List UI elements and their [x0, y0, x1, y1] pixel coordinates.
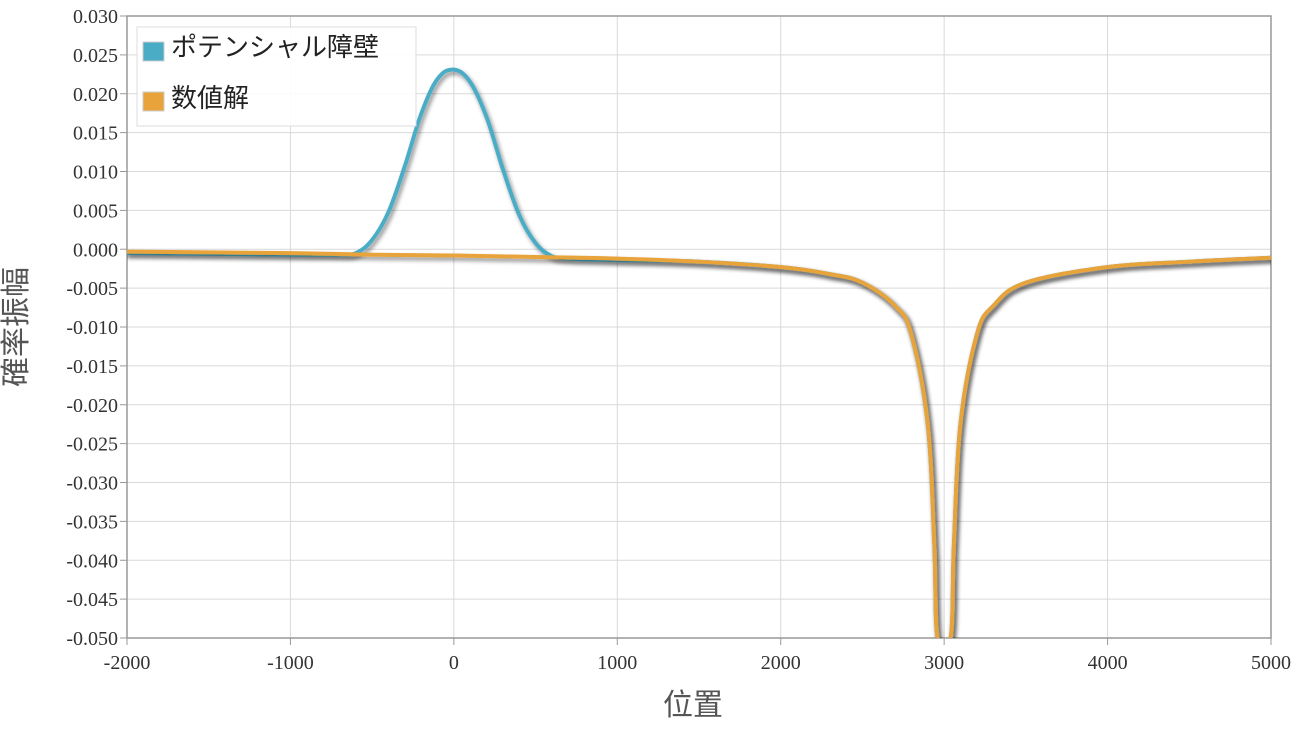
- y-tick-labels: 0.030 0.025 0.020 0.015 0.010 0.005 0.000 -0.00…: [66, 6, 118, 650]
- y-tick-label: -0.010: [66, 317, 118, 339]
- x-tick-label: 0: [449, 652, 459, 674]
- y-tick-label: 0.030: [73, 6, 118, 28]
- x-tick-label: 3000: [924, 652, 964, 674]
- y-tick-label: -0.035: [66, 511, 118, 533]
- y-axis-label: 確率振幅: [0, 267, 34, 387]
- y-tick-label: -0.015: [66, 356, 118, 378]
- legend-swatch-numerical: [142, 91, 165, 112]
- legend-swatch-potential: [142, 41, 165, 62]
- y-tick-label: -0.025: [66, 434, 118, 456]
- x-axis-label: 位置: [663, 688, 723, 723]
- legend: ポテンシャル障壁 数値解: [136, 26, 417, 127]
- series-line-numerical-solution: [127, 249, 1271, 638]
- y-tick-label: -0.050: [66, 628, 118, 650]
- y-tick-label: 0.015: [73, 123, 118, 145]
- x-tick-label: 4000: [1088, 652, 1128, 674]
- x-tick-label: 1000: [597, 652, 637, 674]
- plot-frame: [126, 15, 1272, 639]
- legend-label-numerical: 数値解: [171, 84, 249, 114]
- y-tick-label: 0.010: [73, 162, 118, 184]
- y-tick-label: 0.020: [73, 84, 118, 106]
- series-layer: [127, 67, 1271, 638]
- x-tick-label: 5000: [1251, 652, 1291, 674]
- y-tick-label: -0.020: [66, 395, 118, 417]
- x-tick-label: -1000: [267, 652, 314, 674]
- y-tick-label: 0.000: [73, 239, 118, 261]
- y-tick-label: -0.045: [66, 589, 118, 611]
- y-tick-label: 0.005: [73, 200, 118, 222]
- x-tick-label: 2000: [761, 652, 801, 674]
- legend-box: [136, 26, 417, 127]
- y-tick-label: -0.030: [66, 473, 118, 495]
- y-tick-label: -0.005: [66, 278, 118, 300]
- legend-label-potential: ポテンシャル障壁: [171, 33, 379, 63]
- x-tick-label: -2000: [104, 652, 151, 674]
- y-tick-label: -0.040: [66, 550, 118, 572]
- y-tick-label: 0.025: [73, 45, 118, 67]
- x-tick-labels: -2000 -1000 0 1000 2000 3000 4000 5000: [104, 652, 1291, 674]
